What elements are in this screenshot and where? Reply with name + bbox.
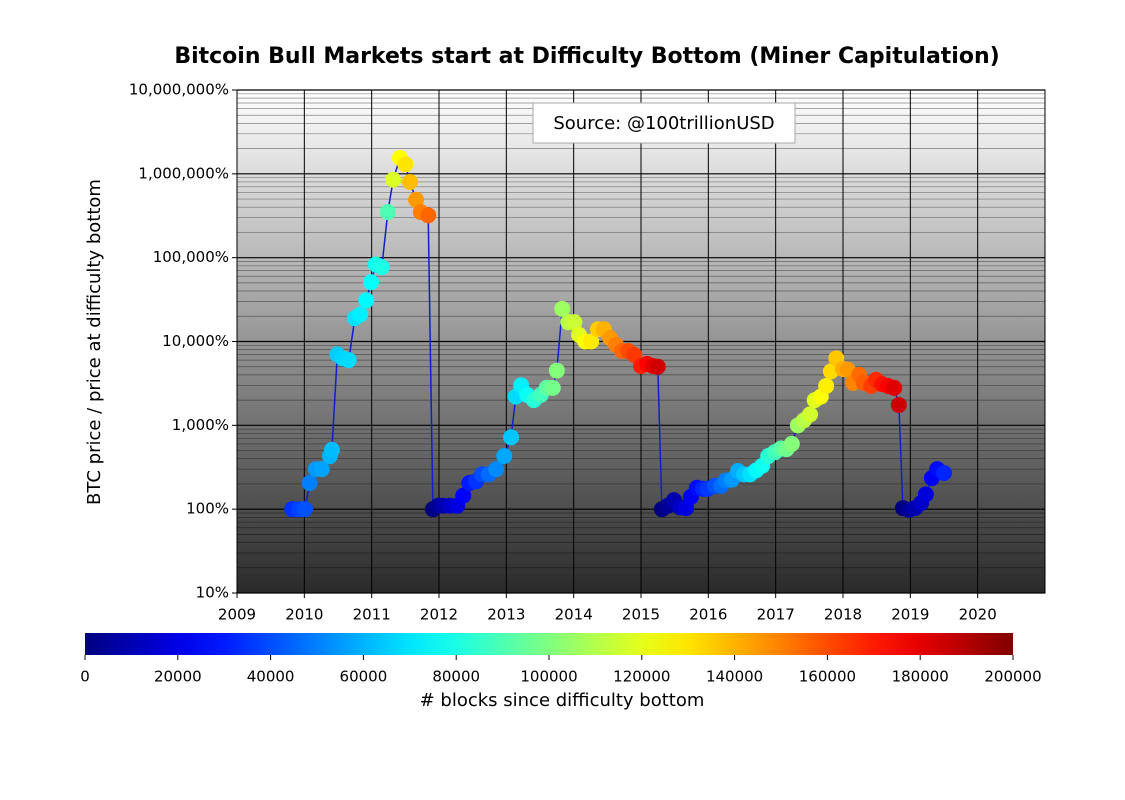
x-tick-label: 2015	[622, 606, 660, 624]
x-tick-label: 2009	[218, 606, 256, 624]
point	[362, 274, 379, 291]
colorbar-tick-label: 100000	[520, 668, 577, 686]
x-tick-label: 2020	[959, 606, 997, 624]
point	[548, 362, 565, 379]
x-tick-label: 2016	[689, 606, 727, 624]
x-tick-label: 2012	[420, 606, 458, 624]
colorbar-tick-label: 180000	[892, 668, 949, 686]
y-tick-label: 100%	[186, 500, 229, 518]
point	[566, 314, 583, 331]
point	[818, 377, 835, 394]
annotation-box	[532, 102, 796, 144]
point	[503, 429, 520, 446]
point	[397, 156, 414, 173]
x-tick-label: 2010	[285, 606, 323, 624]
y-tick-label: 10%	[196, 584, 229, 602]
point	[583, 333, 600, 350]
point	[340, 352, 357, 369]
point	[783, 435, 800, 452]
point	[917, 486, 934, 503]
colorbar-tick-label: 0	[80, 668, 90, 686]
x-tick-label: 2014	[555, 606, 593, 624]
point	[886, 379, 903, 396]
y-tick-label: 10,000%	[162, 332, 229, 350]
x-tick-label: 2013	[487, 606, 525, 624]
point	[358, 292, 375, 309]
y-tick-label: 1,000,000%	[138, 164, 229, 182]
point	[890, 396, 907, 413]
point	[297, 501, 314, 518]
point	[379, 204, 396, 221]
point	[373, 259, 390, 276]
point	[822, 363, 839, 380]
colorbar-tick-label: 140000	[706, 668, 763, 686]
x-tick-label: 2011	[353, 606, 391, 624]
colorbar-label: # blocks since difficulty bottom	[420, 690, 705, 711]
colorbar-tick-label: 80000	[432, 668, 480, 686]
point	[402, 173, 419, 190]
point	[455, 487, 472, 504]
colorbar-tick-label: 160000	[799, 668, 856, 686]
y-tick-label: 10,000,000%	[129, 81, 229, 99]
point	[301, 475, 318, 492]
point	[496, 448, 513, 465]
point	[554, 300, 571, 317]
colorbar-tick-label: 20000	[154, 668, 202, 686]
x-tick-label: 2018	[824, 606, 862, 624]
point	[936, 465, 952, 482]
point	[313, 461, 330, 478]
y-axis-label: BTC price / price at difficulty bottom	[84, 179, 105, 505]
point	[323, 441, 340, 458]
point	[352, 306, 369, 323]
point	[385, 171, 402, 188]
colorbar-tick-label: 200000	[984, 668, 1041, 686]
point	[544, 379, 561, 396]
colorbar-tick-label: 40000	[247, 668, 295, 686]
annotation: Source: @100trillionUSD	[553, 113, 774, 134]
y-tick-label: 100,000%	[153, 248, 229, 266]
y-tick-label: 1,000%	[172, 416, 229, 434]
point	[649, 358, 666, 375]
plot-frame	[236, 89, 1046, 594]
chart-title: Bitcoin Bull Markets start at Difficulty…	[174, 44, 999, 69]
point	[802, 406, 819, 423]
point	[488, 461, 505, 478]
x-tick-label: 2019	[891, 606, 929, 624]
point	[420, 207, 437, 224]
x-tick-label: 2017	[757, 606, 795, 624]
colorbar-tick-label: 120000	[613, 668, 670, 686]
colorbar-tick-label: 60000	[340, 668, 388, 686]
point	[408, 191, 425, 208]
colorbar	[85, 633, 1013, 655]
